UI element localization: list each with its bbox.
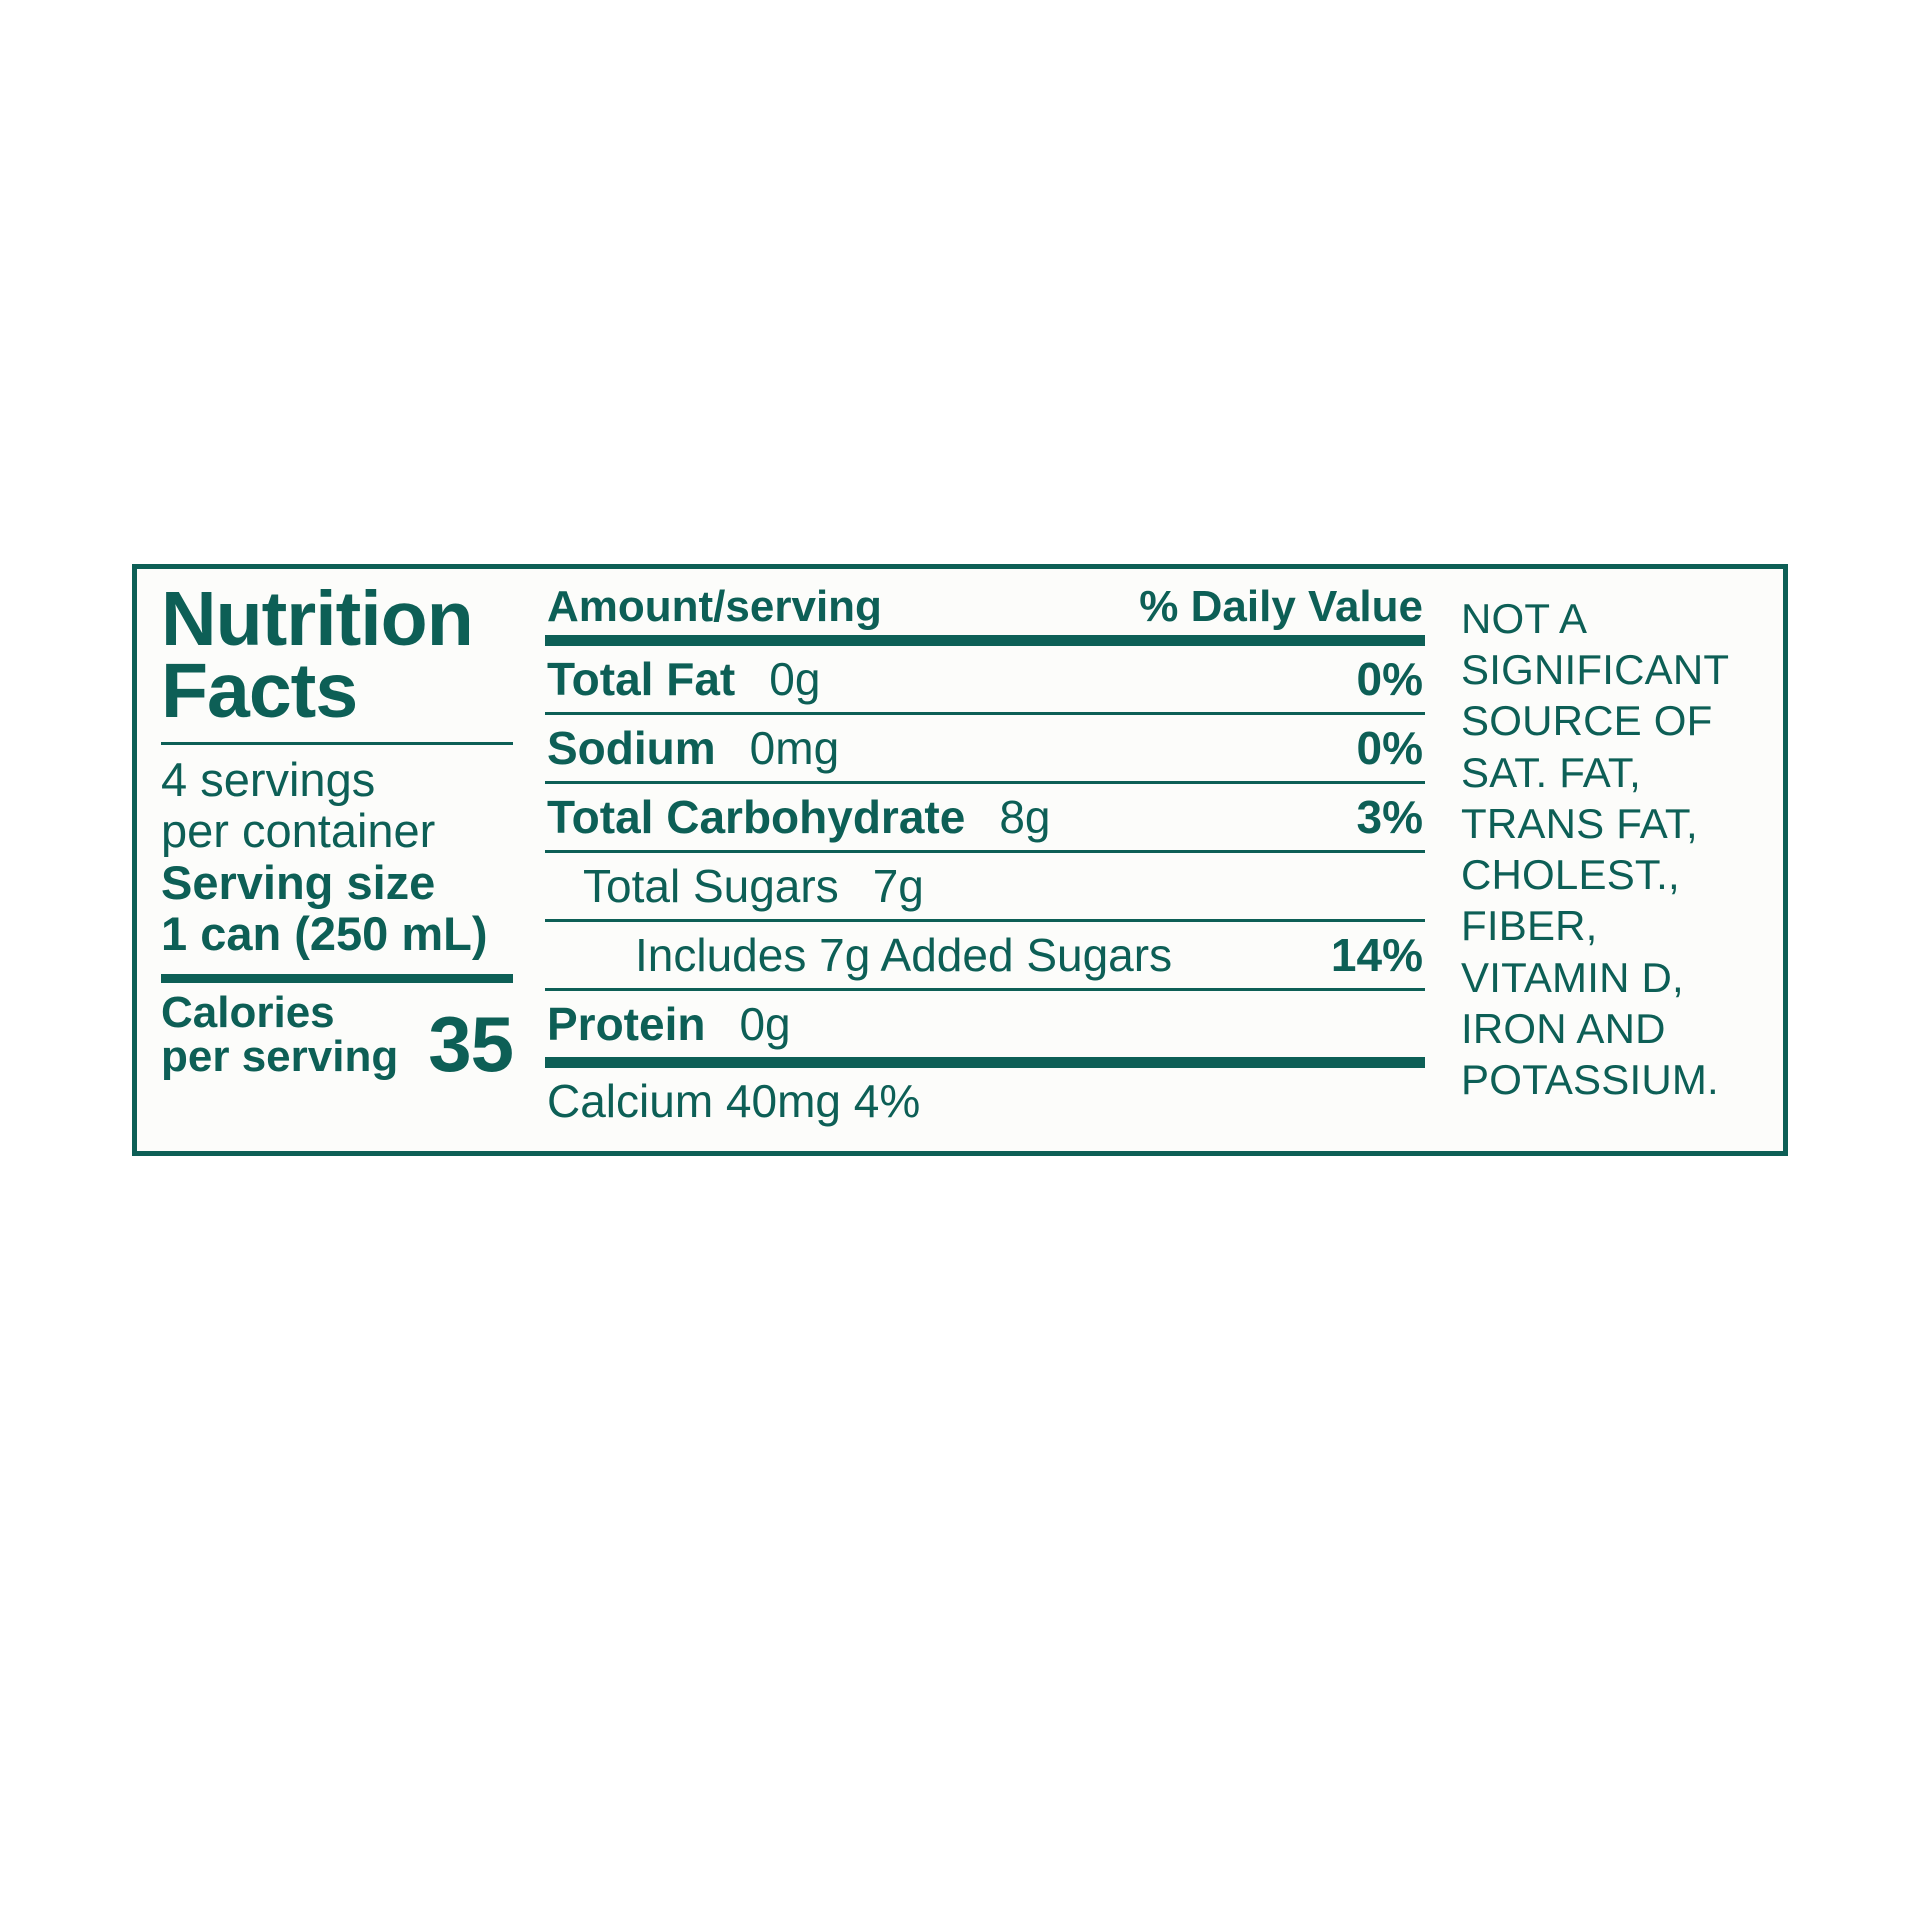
serving-size-label: Serving size: [161, 856, 435, 909]
calories-value: 35: [428, 1009, 513, 1079]
rule: [161, 974, 513, 983]
calories-label-line2: per serving: [161, 1032, 398, 1081]
serving-size: Serving size 1 can (250 mL): [161, 858, 513, 960]
nutrient-row: Includes 7g Added Sugars 14%: [545, 922, 1425, 988]
nutrient-row: Total Fat 0g 0%: [545, 646, 1425, 712]
right-column: NOT A SIGNIFICANT SOURCE OF SAT. FAT, TR…: [1435, 569, 1783, 1151]
nutrient-name: Total Fat: [547, 656, 735, 702]
center-column: Amount/serving % Daily Value Total Fat 0g…: [535, 569, 1435, 1151]
nutrient-value: 8g: [999, 794, 1050, 840]
nutrient-value: 7g: [873, 863, 924, 909]
mineral-line: Calcium 40mg 4%: [545, 1068, 1425, 1124]
nutrient-rows: Total Fat 0g 0% Sodium 0mg 0% Total Carbohydra…: [545, 646, 1425, 1068]
nutrient-dv: 0%: [1357, 656, 1423, 702]
nutrient-value: 0g: [739, 1001, 790, 1047]
calories-row: Calories per serving 35: [161, 991, 513, 1079]
nutrient-name: Total Sugars: [583, 863, 839, 909]
title: Nutrition Facts: [161, 583, 513, 728]
serving-size-value: 1 can (250 mL): [161, 907, 488, 960]
nutrient-name: Includes 7g Added Sugars: [635, 932, 1172, 978]
nutrient-name: Protein: [547, 1001, 705, 1047]
nutrient-name: Sodium: [547, 725, 716, 771]
servings-line2: per container: [161, 804, 435, 857]
nutrient-row: Sodium 0mg 0%: [545, 715, 1425, 781]
nutrient-value: 0mg: [750, 725, 839, 771]
left-column: Nutrition Facts 4 servings per container…: [137, 569, 535, 1151]
title-line2: Facts: [161, 648, 357, 734]
rule: [161, 742, 513, 745]
nutrient-dv: 3%: [1357, 794, 1423, 840]
calories-label: Calories per serving: [161, 991, 398, 1079]
nutrient-row: Protein 0g: [545, 991, 1425, 1057]
rule: [545, 1057, 1425, 1068]
nutrient-dv: 0%: [1357, 725, 1423, 771]
calories-label-line1: Calories: [161, 988, 335, 1037]
nutrient-dv: 14%: [1331, 932, 1423, 978]
nutrient-value: 0g: [769, 656, 820, 702]
rule: [545, 635, 1425, 646]
nutrient-row: Total Sugars 7g: [545, 853, 1425, 919]
servings-per-container: 4 servings per container: [161, 755, 513, 857]
header-amount: Amount/serving: [547, 585, 882, 629]
servings-line1: 4 servings: [161, 753, 375, 806]
header-dv: % Daily Value: [1139, 585, 1423, 629]
center-header: Amount/serving % Daily Value: [545, 583, 1425, 635]
nutrition-facts-panel: Nutrition Facts 4 servings per container…: [132, 564, 1788, 1156]
not-significant-source: NOT A SIGNIFICANT SOURCE OF SAT. FAT, TR…: [1461, 595, 1728, 1103]
nutrient-row: Total Carbohydrate 8g 3%: [545, 784, 1425, 850]
nutrient-name: Total Carbohydrate: [547, 794, 965, 840]
